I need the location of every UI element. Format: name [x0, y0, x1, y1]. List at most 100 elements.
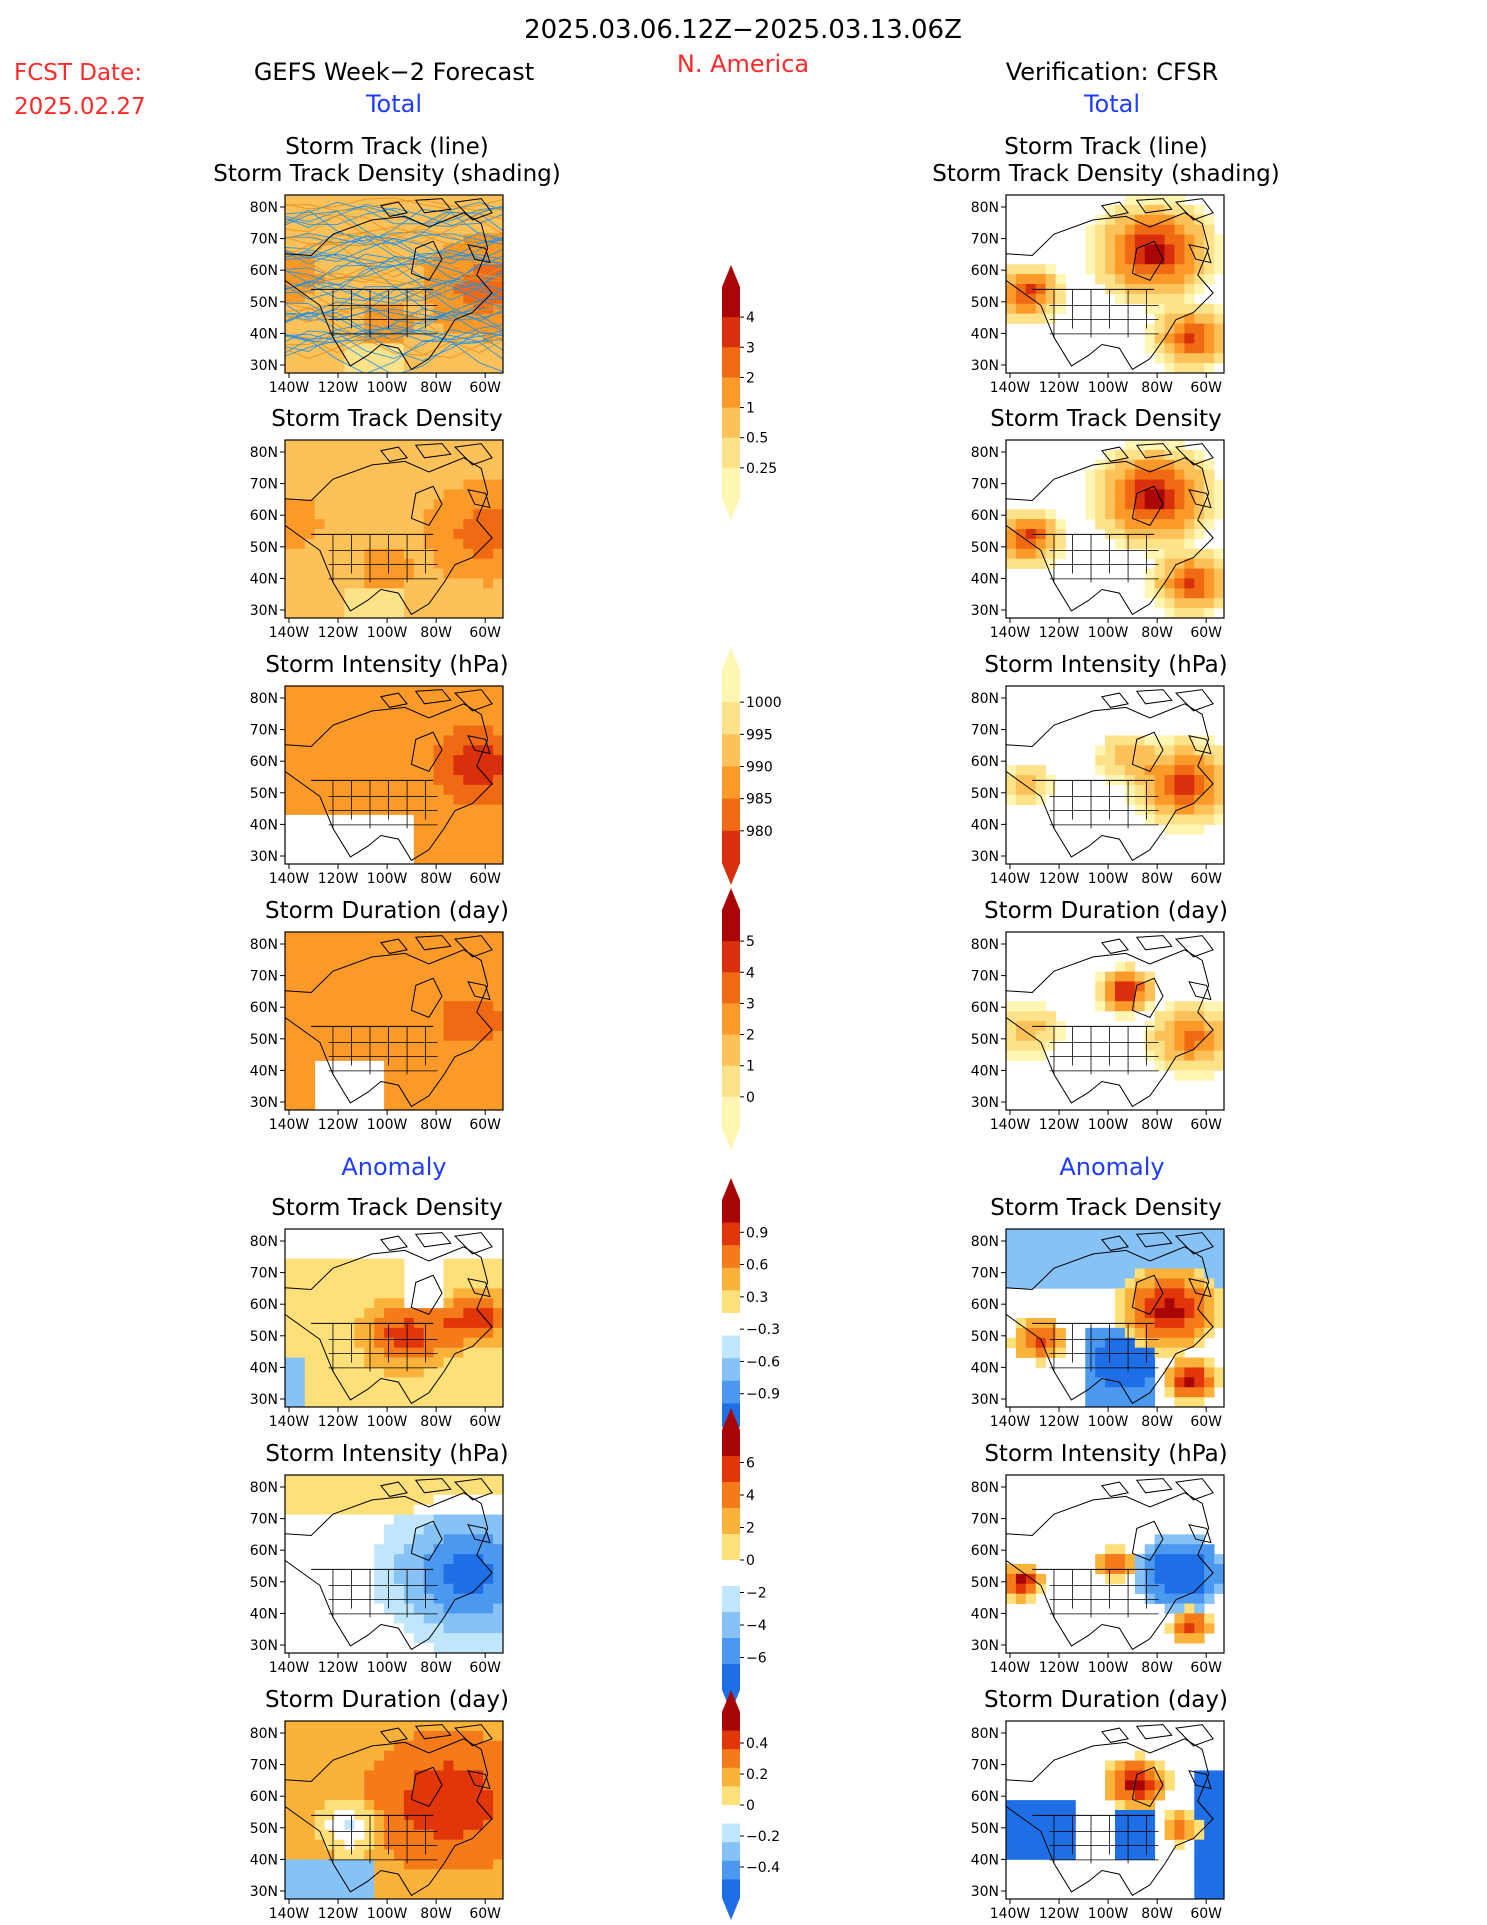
shading-cell	[1214, 1298, 1224, 1309]
shading-cell	[1085, 1367, 1096, 1378]
shading-cell	[1154, 353, 1165, 364]
shading-cell	[443, 1839, 454, 1850]
shading-cell	[1105, 1347, 1116, 1358]
shading-cell	[285, 234, 296, 245]
shading-cell	[403, 1100, 415, 1110]
shading-cell	[1194, 1819, 1205, 1831]
shading-cell	[473, 824, 484, 835]
shading-cell	[1085, 499, 1096, 510]
shading-cell	[1164, 1001, 1175, 1012]
shading-cell	[1184, 775, 1195, 786]
shading-cell	[334, 932, 345, 943]
shading-cell	[304, 1268, 316, 1279]
shading-cell	[314, 1030, 326, 1042]
panel-title-track-shading: Storm Track Density (shading)	[213, 161, 560, 187]
shading-cell	[314, 1337, 326, 1349]
shading-cell	[1025, 1268, 1037, 1279]
shading-cell	[1184, 1011, 1195, 1022]
shading-cell	[344, 519, 355, 530]
shading-cell	[1095, 1387, 1106, 1398]
shading-cell	[433, 1889, 444, 1899]
lat-tick-label: 60N	[971, 1297, 999, 1313]
shading-cell	[304, 1060, 316, 1071]
shading-cell	[423, 1001, 435, 1012]
shading-cell	[354, 1397, 365, 1407]
shading-cell	[483, 794, 494, 806]
shading-cell	[324, 1514, 335, 1525]
island-outline	[414, 1232, 452, 1248]
shading-cell	[453, 1011, 464, 1022]
shading-cell	[423, 449, 435, 461]
shading-cell	[344, 1514, 355, 1525]
shading-cell	[304, 1030, 316, 1042]
shading-cell	[394, 1514, 405, 1525]
shading-cell	[413, 353, 425, 364]
shading-cell	[304, 1573, 316, 1585]
shading-cell	[463, 775, 474, 786]
shading-cell	[1174, 293, 1185, 305]
shading-cell	[1164, 1040, 1175, 1052]
lon-tick-label: 80W	[1141, 625, 1173, 641]
shading-cell	[1204, 1800, 1215, 1811]
lat-tick-label: 30N	[971, 849, 999, 865]
shading-cell	[413, 1800, 425, 1811]
shading-cell	[364, 1001, 375, 1012]
shading-cell	[384, 313, 395, 324]
shading-cell	[394, 1337, 405, 1349]
shading-cell	[324, 941, 335, 953]
shading-cell	[1065, 1248, 1076, 1260]
shading-cell	[1214, 353, 1224, 364]
shading-cell	[423, 1593, 435, 1604]
shading-cell	[374, 1030, 385, 1042]
shading-cell	[344, 353, 355, 364]
shading-cell	[384, 578, 395, 589]
hudson-bay-outline	[410, 240, 443, 282]
shading-cell	[1025, 538, 1037, 550]
shading-cell	[483, 1829, 494, 1841]
shading-cell	[433, 981, 444, 992]
shading-cell	[433, 264, 444, 275]
shading-cell	[344, 735, 355, 746]
shading-cell	[1025, 1278, 1037, 1289]
shading-cell	[483, 804, 494, 815]
shading-cell	[1124, 195, 1136, 206]
shading-cell	[1055, 1238, 1066, 1250]
shading-cell	[324, 1869, 335, 1880]
shading-cell	[334, 568, 345, 579]
shading-cell	[1035, 264, 1047, 275]
shading-cell	[453, 1327, 464, 1339]
lat-tick-label: 50N	[250, 540, 278, 556]
shading-cell	[493, 775, 503, 786]
shading-cell	[1184, 449, 1195, 461]
shading-cell	[413, 343, 425, 354]
shading-cell	[1214, 588, 1224, 599]
shading-cell	[453, 775, 464, 786]
shading-cell	[344, 274, 355, 285]
shading-cell	[1184, 1603, 1195, 1614]
shading-cell	[463, 1583, 474, 1595]
shading-cell	[324, 1829, 335, 1841]
shading-cell	[364, 1268, 375, 1279]
shading-cell	[423, 804, 435, 815]
shading-cell	[1025, 1248, 1037, 1260]
shading-cell	[1144, 1593, 1156, 1604]
shading-cell	[304, 804, 316, 815]
shading-cell	[1095, 1327, 1106, 1339]
shading-cell	[285, 1800, 296, 1811]
shading-cell	[354, 1819, 365, 1831]
colorbar-tick-label: 0.5	[746, 431, 768, 447]
shading-cell	[1025, 1573, 1037, 1585]
shading-cell	[384, 1080, 395, 1091]
shading-cell	[403, 1859, 415, 1870]
shading-cell	[1174, 1011, 1185, 1022]
shading-cell	[304, 981, 316, 992]
shading-cell	[304, 1001, 316, 1012]
shading-cell	[423, 1583, 435, 1595]
shading-cell	[1204, 578, 1215, 589]
shading-cell	[443, 519, 454, 530]
shading-cell	[1214, 1780, 1224, 1791]
shading-cell	[324, 695, 335, 707]
shading-cell	[413, 1869, 425, 1880]
shading-cell	[1115, 1308, 1126, 1319]
shading-cell	[304, 951, 316, 963]
